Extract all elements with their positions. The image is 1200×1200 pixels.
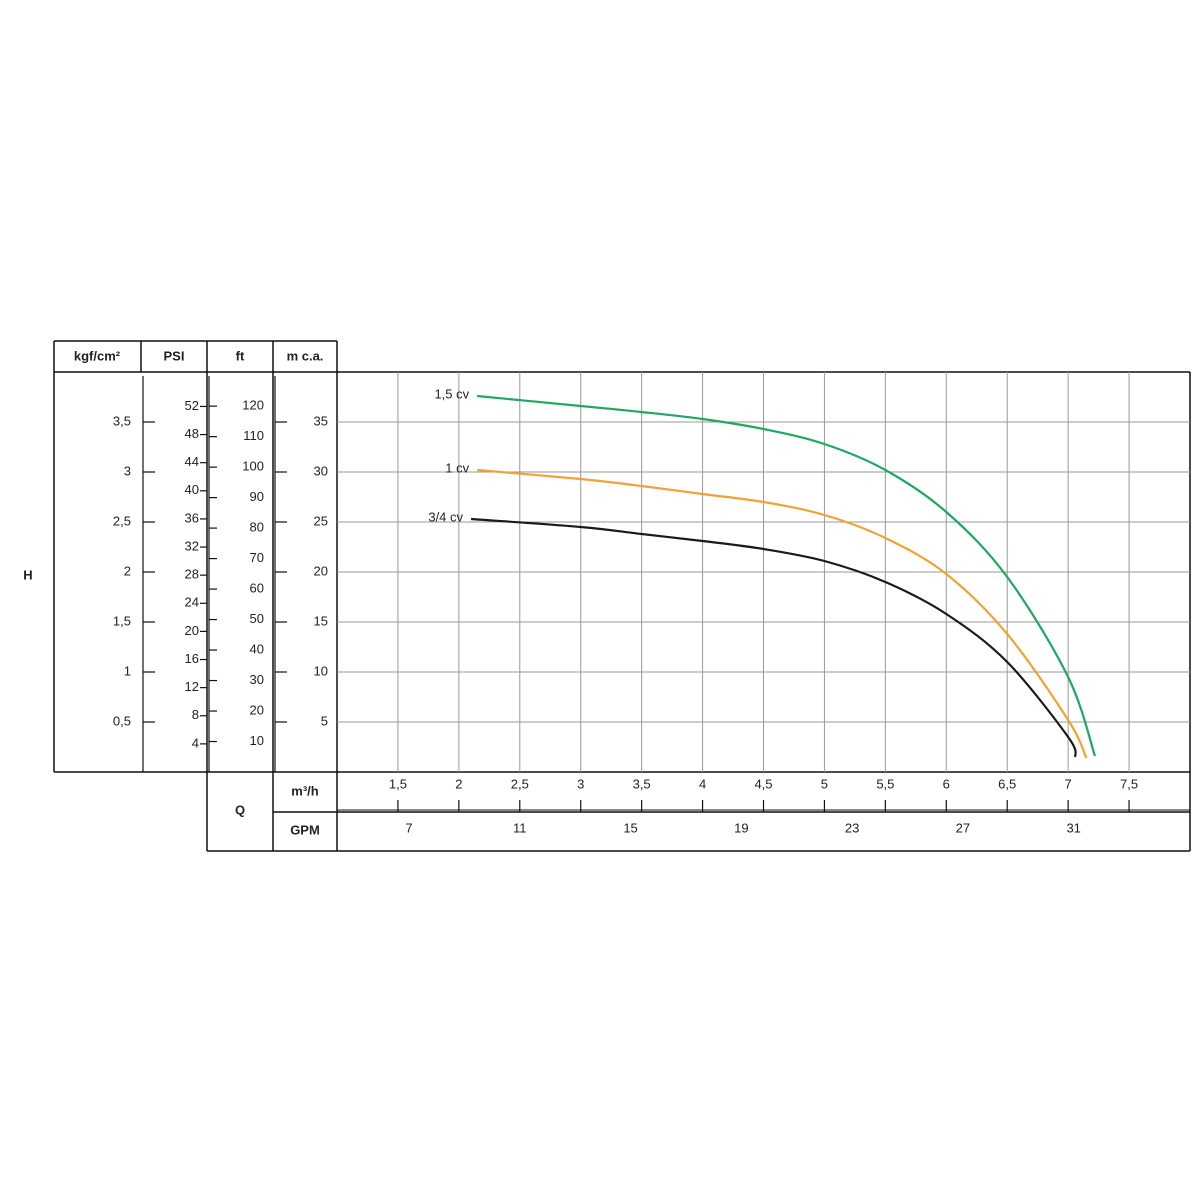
y-tick-label: 52 (185, 398, 199, 413)
x-tick-label: 3,5 (633, 776, 651, 791)
y-tick-label: 20 (314, 563, 328, 578)
x2-tick-label: 11 (513, 820, 527, 835)
y-tick-label: 1 (124, 663, 131, 678)
x-tick-label: 2,5 (511, 776, 529, 791)
y-tick-label: 15 (314, 613, 328, 628)
y-tick-label: 1,5 (113, 613, 131, 628)
x2-tick-label: 7 (405, 820, 412, 835)
x2-tick-label: 15 (623, 820, 637, 835)
x-axis-label: Q (235, 802, 245, 817)
y-tick-label: 120 (242, 398, 264, 413)
series-label: 3/4 cv (428, 509, 463, 524)
y-tick-label: 48 (185, 426, 199, 441)
y-tick-label: 28 (185, 567, 199, 582)
y-tick-label: 0,5 (113, 713, 131, 728)
x-tick-label: 1,5 (389, 776, 407, 791)
y-unit-label: m c.a. (287, 348, 324, 363)
x-tick-label: 7,5 (1120, 776, 1138, 791)
y-tick-label: 100 (242, 459, 264, 474)
y-tick-label: 110 (243, 428, 264, 443)
frame (53, 340, 1191, 852)
axis-unit-label: ft (236, 348, 245, 363)
series-label: 1,5 cv (434, 386, 469, 401)
x-unit-label: m³/h (291, 783, 319, 798)
x-tick-label: 6 (943, 776, 950, 791)
y-axis-label: H (23, 567, 32, 582)
y-tick-label: 36 (185, 510, 199, 525)
y-tick-label: 2 (124, 563, 131, 578)
y-tick-label: 10 (250, 733, 264, 748)
y-tick-label: 40 (250, 641, 264, 656)
y-tick-label: 50 (250, 611, 264, 626)
x-tick-label: 3 (577, 776, 584, 791)
y-tick-label: 25 (314, 513, 328, 528)
series-label: 1 cv (445, 460, 469, 475)
y-tick-label: 12 (185, 679, 199, 694)
x2-tick-label: 31 (1066, 820, 1080, 835)
y-tick-label: 44 (185, 454, 199, 469)
x-tick-label: 4,5 (754, 776, 772, 791)
y-tick-label: 16 (185, 651, 199, 666)
y-tick-label: 20 (250, 702, 264, 717)
y-tick-label: 5 (321, 713, 328, 728)
x2-unit-label: GPM (290, 822, 320, 837)
y-tick-label: 70 (250, 550, 264, 565)
y-tick-label: 30 (314, 463, 328, 478)
y-tick-label: 60 (250, 581, 264, 596)
y-tick-label: 24 (185, 595, 199, 610)
x-tick-label: 4 (699, 776, 706, 791)
y-tick-label: 8 (192, 707, 199, 722)
y-tick-label: 32 (185, 538, 199, 553)
y-tick-label: 20 (185, 623, 199, 638)
y-tick-label: 35 (314, 413, 328, 428)
x-tick-label: 6,5 (998, 776, 1016, 791)
y-tick-label: 80 (250, 520, 264, 535)
curve (477, 394, 1096, 757)
y-tick-label: 30 (250, 672, 264, 687)
axis-unit-label: PSI (164, 348, 185, 363)
curve (470, 517, 1077, 758)
x-tick-label: 2 (455, 776, 462, 791)
y-tick-label: 2,5 (113, 513, 131, 528)
axis-unit-label: kgf/cm² (74, 348, 121, 363)
x2-tick-label: 23 (845, 820, 859, 835)
y-tick-label: 4 (192, 735, 199, 750)
x2-tick-label: 27 (956, 820, 970, 835)
y-tick-label: 90 (250, 489, 264, 504)
x2-tick-label: 19 (734, 820, 748, 835)
y-tick-label: 40 (185, 482, 199, 497)
x-tick-label: 5,5 (876, 776, 894, 791)
x-tick-label: 7 (1065, 776, 1072, 791)
y-tick-label: 3,5 (113, 413, 131, 428)
y-tick-label: 3 (124, 463, 131, 478)
y-tick-label: 10 (314, 663, 328, 678)
x-tick-label: 5 (821, 776, 828, 791)
curve (477, 468, 1088, 759)
